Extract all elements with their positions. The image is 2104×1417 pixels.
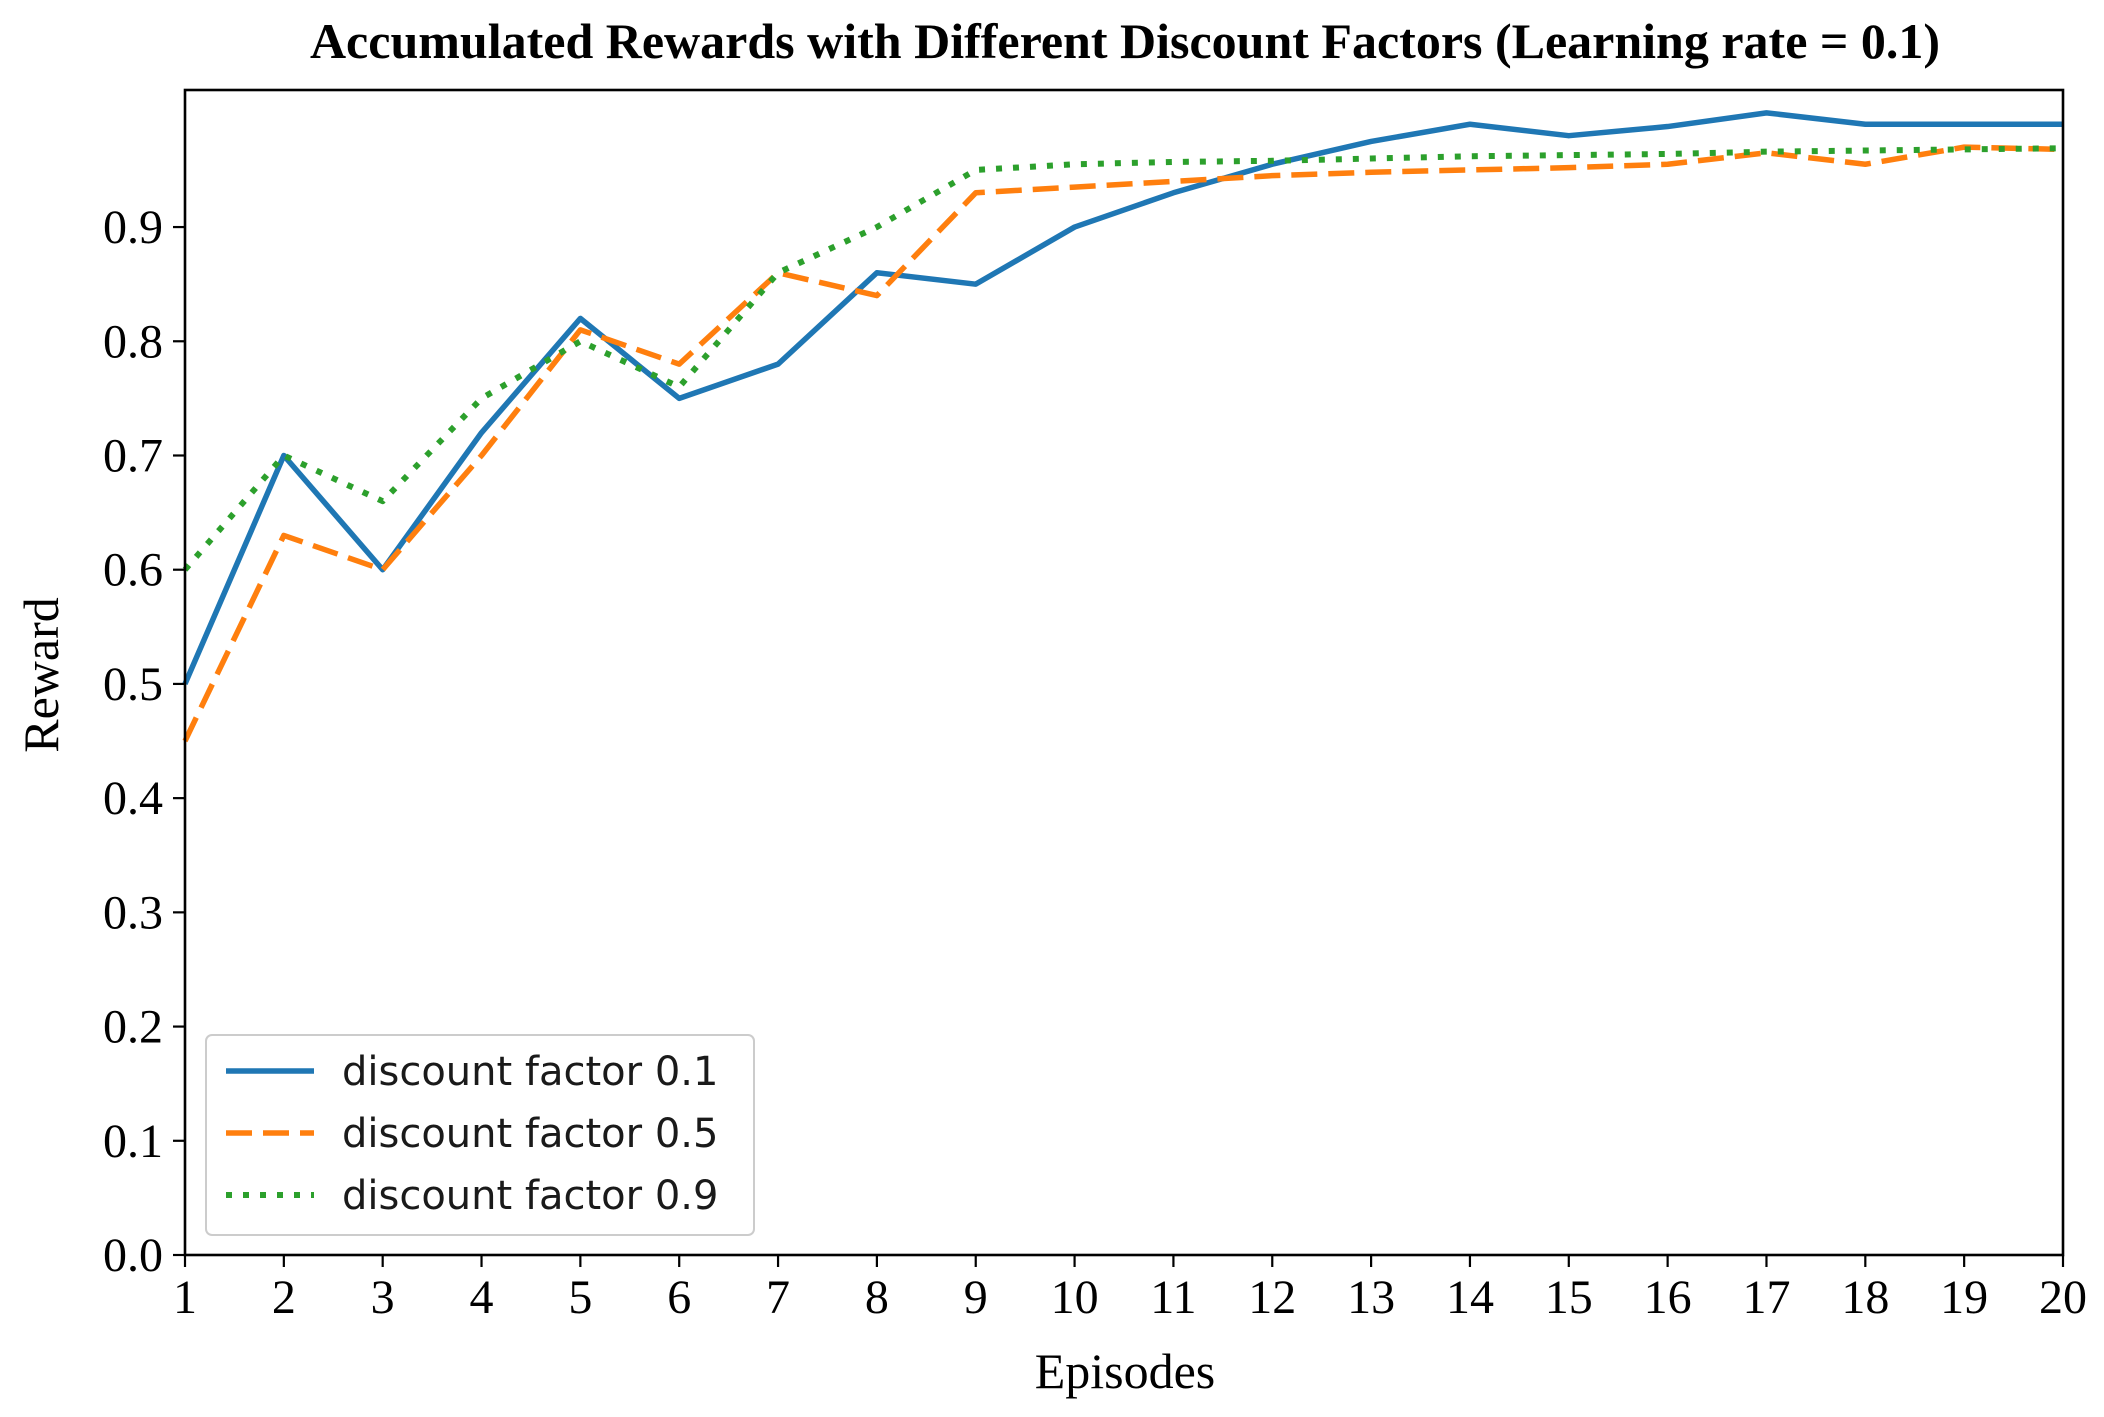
y-tick-label: 0.9 [103, 201, 163, 254]
x-tick-label: 3 [371, 1271, 395, 1324]
x-axis-label: Episodes [1035, 1343, 1216, 1399]
y-tick-label: 0.3 [103, 886, 163, 939]
y-tick-label: 0.4 [103, 772, 163, 825]
x-tick-label: 18 [1841, 1271, 1889, 1324]
y-tick-label: 0.1 [103, 1115, 163, 1168]
y-axis: 0.0 0.1 0.2 0.3 0.4 0.5 0.6 0.7 0.8 0.9 [103, 201, 185, 1282]
x-tick-label: 9 [964, 1271, 988, 1324]
x-axis: 1 2 3 4 5 6 7 8 9 10 11 12 13 14 15 16 17 18 19 20 [173, 1255, 2087, 1324]
chart-title: Accumulated Rewards with Different Disco… [310, 13, 1940, 69]
series-line-1 [182, 110, 2063, 686]
x-tick-label: 19 [1940, 1271, 1988, 1324]
x-tick-label: 10 [1051, 1271, 1099, 1324]
x-tick-label: 12 [1248, 1271, 1296, 1324]
x-tick-label: 15 [1545, 1271, 1593, 1324]
x-tick-label: 17 [1742, 1271, 1790, 1324]
y-tick-label: 0.7 [103, 429, 163, 482]
y-tick-label: 0.2 [103, 1001, 163, 1054]
x-tick-label: 14 [1446, 1271, 1494, 1324]
x-tick-label: 2 [272, 1271, 296, 1324]
x-tick-label: 1 [173, 1271, 197, 1324]
y-tick-label: 0.8 [103, 315, 163, 368]
plot-area-frame [183, 88, 2065, 1257]
y-tick-label: 0.6 [103, 544, 163, 597]
x-tick-label: 7 [766, 1271, 790, 1324]
x-tick-label: 8 [865, 1271, 889, 1324]
x-tick-label: 5 [568, 1271, 592, 1324]
y-tick-label: 0.5 [103, 658, 163, 711]
x-tick-label: 16 [1644, 1271, 1692, 1324]
legend-label: discount factor 0.9 [342, 1173, 718, 1219]
legend-label: discount factor 0.5 [342, 1111, 718, 1157]
series-line-2 [182, 144, 2064, 743]
x-tick-label: 6 [667, 1271, 691, 1324]
legend: discount factor 0.1 discount factor 0.5 di… [205, 1034, 755, 1236]
x-tick-label: 13 [1347, 1271, 1395, 1324]
x-tick-label: 4 [470, 1271, 494, 1324]
x-tick-label: 11 [1150, 1271, 1196, 1324]
legend-label: discount factor 0.1 [342, 1049, 718, 1095]
legend-box [205, 1034, 755, 1236]
x-tick-label: 20 [2039, 1271, 2087, 1324]
y-axis-label: Reward [13, 597, 69, 753]
y-tick-label: 0.0 [103, 1229, 163, 1282]
